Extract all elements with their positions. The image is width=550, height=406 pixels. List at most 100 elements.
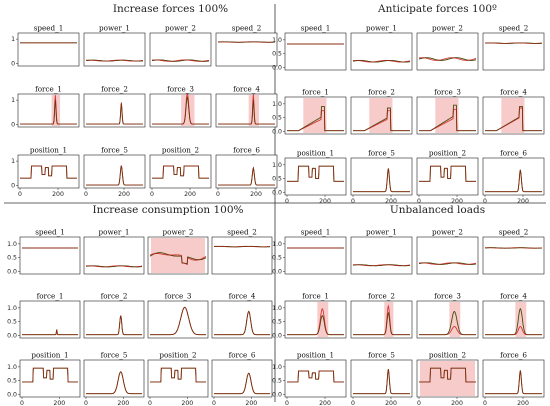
y-tick-label: 1.0 (272, 305, 282, 312)
subplot-position_2: position_2 0 200 (416, 351, 479, 406)
subplot-frame (416, 236, 479, 275)
subplot-label: position_1 (297, 149, 334, 158)
y-tick-label: 1.0 (272, 162, 282, 169)
subplot-force_3: force_3 (416, 88, 479, 135)
series-overlap (419, 310, 476, 336)
series-overlap (22, 329, 78, 336)
subplot-power_1: power_1 (350, 228, 413, 275)
subplot-frame (215, 154, 278, 189)
subplot-speed_2: speed_2 (211, 228, 273, 275)
subplot-frame (83, 300, 145, 339)
subplot-frame (215, 32, 278, 67)
subplot-force_2: force_2 (83, 292, 145, 339)
subplot-speed_1: speed_1 1.0 0.5 0.0 (7, 228, 81, 275)
x-tick-label: 0 (84, 191, 88, 198)
subplot-label: force_2 (101, 85, 128, 94)
y-tick-label: 0.0 (272, 189, 282, 196)
x-tick-label: 0 (483, 198, 487, 205)
subplot-label: position_1 (297, 351, 334, 360)
subplot-label: force_1 (35, 85, 62, 94)
series-overlap (484, 247, 542, 249)
subplot-speed_2: speed_2 (215, 24, 278, 67)
series-red (419, 262, 477, 265)
y-tick-label: 0.5 (272, 378, 282, 385)
subplot-force_3: force_3 (416, 292, 479, 339)
subplot-frame (17, 93, 80, 128)
subplot-label: force_5 (368, 149, 395, 158)
subplot-label: speed_2 (227, 228, 257, 237)
x-tick-label: 0 (84, 400, 88, 406)
x-tick-label: 200 (319, 400, 331, 406)
x-tick-label: 200 (245, 400, 257, 406)
y-tick-label: 0.5 (7, 319, 17, 326)
y-tick-label: 0.0 (272, 268, 282, 275)
subplot-label: force_6 (500, 351, 527, 360)
subplot-label: power_2 (432, 24, 463, 33)
y-tick-label: 0 (11, 61, 15, 68)
y-tick-label: 1 (11, 36, 15, 43)
chart-quadrant: Increase forces 100% speed_1 1 0 power_1 powe… (11, 3, 278, 198)
subplot-frame (284, 96, 347, 135)
subplot-frame (350, 157, 413, 196)
x-tick-label: 200 (451, 400, 463, 406)
series-overlap (485, 169, 542, 193)
y-tick-label: 1 (11, 97, 15, 104)
subplot-force_1: force_1 1 0 (11, 85, 80, 129)
subplot-speed_1: speed_1 1.0 0.5 0.0 (272, 24, 347, 71)
series-overlap (353, 168, 410, 193)
subplot-frame (284, 236, 347, 275)
subplot-frame (284, 32, 347, 71)
subplot-label: position_2 (429, 149, 466, 158)
y-tick-label: 0.0 (272, 64, 282, 71)
series-overlap (149, 252, 207, 265)
subplot-frame (83, 93, 146, 128)
y-tick-label: 0.0 (272, 128, 282, 135)
subplot-frame (83, 359, 145, 398)
x-tick-label: 200 (517, 198, 529, 205)
subplot-force_2: force_2 (350, 292, 413, 339)
subplot-label: power_1 (366, 24, 397, 33)
subplot-position_2: position_2 0 200 (149, 146, 212, 198)
subplot-label: position_2 (162, 146, 199, 155)
series-overlap (86, 165, 143, 186)
x-tick-label: 0 (212, 400, 216, 406)
series-overlap (86, 315, 142, 336)
series-overlap (353, 107, 410, 132)
chart-title: Unbalanced loads (390, 204, 485, 216)
subplot-label: force_1 (302, 292, 329, 301)
y-tick-label: 0.0 (7, 391, 17, 398)
subplot-power_1: power_1 (350, 24, 413, 71)
chart-title: Anticipate forces 100º (377, 3, 497, 15)
x-tick-label: 0 (351, 400, 355, 406)
subplot-frame (350, 236, 413, 275)
series-overlap (22, 367, 78, 383)
subplot-label: power_2 (165, 24, 196, 33)
subplot-label: speed_2 (232, 24, 262, 33)
series-overlap (419, 367, 476, 383)
subplot-label: force_4 (233, 85, 260, 94)
uncertainty-band (369, 98, 393, 133)
y-tick-label: 0.0 (272, 332, 282, 339)
y-tick-label: 0.0 (7, 268, 17, 275)
series-overlap (353, 311, 410, 336)
series-overlap (214, 372, 270, 395)
series-overlap (20, 165, 77, 179)
subplot-label: speed_1 (301, 24, 331, 33)
subplot-position_1: position_1 1.0 0.5 0.00 200 (272, 351, 347, 406)
subplot-label: force_5 (101, 146, 128, 155)
subplot-position_1: position_1 1 00 200 (11, 146, 80, 198)
series-overlap (86, 59, 143, 62)
x-tick-label: 0 (285, 198, 289, 205)
series-overlap (86, 265, 143, 268)
y-tick-label: 1.0 (7, 305, 17, 312)
series-overlap (150, 306, 206, 336)
series-overlap (352, 60, 410, 63)
series-overlap (86, 103, 143, 125)
subplot-label: position_2 (429, 351, 466, 360)
subplot-speed_2: speed_2 (482, 24, 545, 71)
subplot-label: position_1 (30, 146, 67, 155)
subplot-frame (416, 96, 479, 135)
subplot-label: force_6 (233, 146, 260, 155)
subplot-frame (482, 96, 545, 135)
subplot-speed_1: speed_1 1.0 0.5 0.0 (272, 228, 347, 275)
